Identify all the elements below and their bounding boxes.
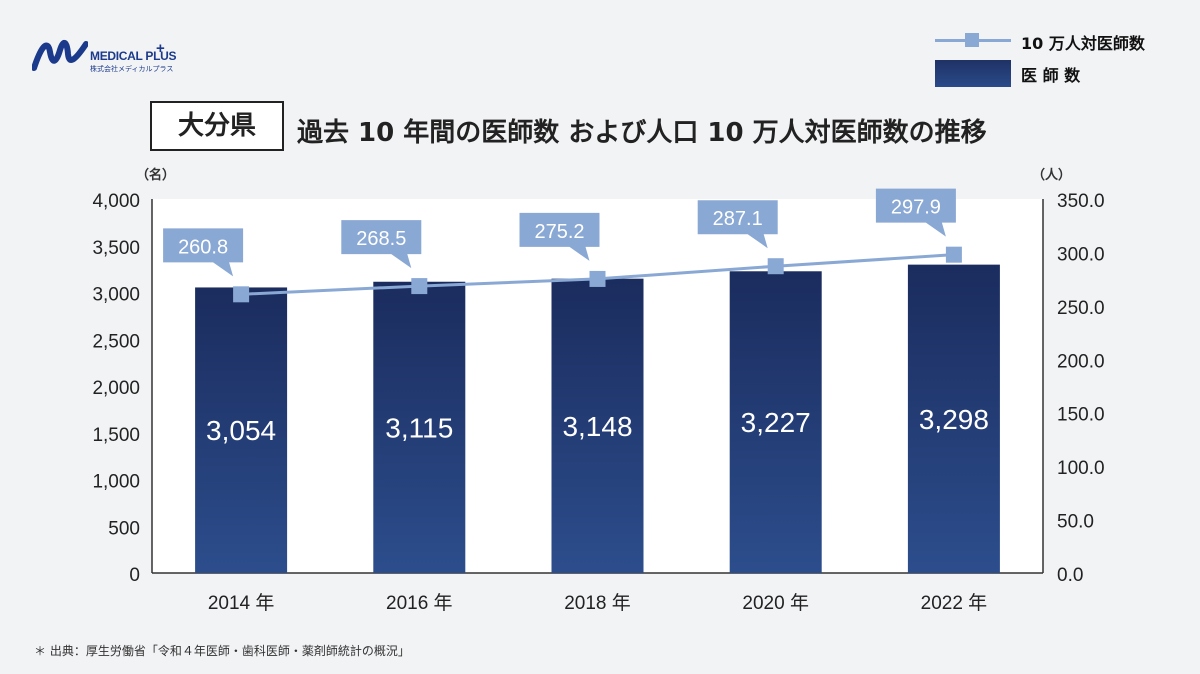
- line-value-label: 275.2: [534, 221, 584, 243]
- x-tick-label: 2014 年: [208, 592, 275, 614]
- line-point: [767, 258, 784, 275]
- bar-value-label: 3,148: [562, 411, 632, 442]
- logo-plus-mark: +: [156, 40, 165, 57]
- line-value-callout: [341, 220, 422, 269]
- line-point: [233, 286, 250, 303]
- x-tick-label: 2016 年: [386, 592, 453, 614]
- left-tick-label: 1,500: [92, 425, 140, 446]
- line-value-label: 268.5: [356, 228, 406, 250]
- line-value-callout: [163, 228, 244, 277]
- right-tick-label: 300.0: [1057, 244, 1105, 265]
- company-logo: MEDICAL PLUS + 株式会社メディカルプラス: [32, 34, 182, 78]
- line-value-label: 260.8: [178, 236, 228, 258]
- logo-company-name: 株式会社メディカルプラス: [90, 65, 174, 73]
- bar-value-label: 3,227: [741, 407, 811, 438]
- line-value-callout: [875, 188, 956, 237]
- legend-bar-label: 医 師 数: [1021, 66, 1081, 85]
- right-tick-label: 150.0: [1057, 405, 1105, 426]
- left-tick-label: 1,000: [92, 472, 140, 493]
- line-value-callout: [697, 200, 778, 249]
- x-tick-label: 2020 年: [742, 592, 809, 614]
- left-tick-label: 4,000: [92, 191, 140, 212]
- bar-2020: [729, 271, 822, 573]
- medical-plus-logo-icon: [32, 40, 88, 71]
- left-tick-label: 2,500: [92, 331, 140, 352]
- right-tick-label: 50.0: [1057, 512, 1094, 533]
- bar-value-label: 3,054: [206, 415, 276, 446]
- source-note: ＊ 出典：厚生労働省「令和４年医師・歯科医師・薬剤師統計の概況」: [34, 644, 410, 658]
- bar-value-label: 3,115: [385, 412, 453, 443]
- bar-2014: [195, 287, 288, 573]
- left-tick-label: 3,000: [92, 285, 140, 306]
- right-axis-unit: （人）: [1032, 168, 1072, 183]
- line-point: [945, 246, 962, 263]
- right-tick-label: 100.0: [1057, 458, 1105, 479]
- legend-line-swatch: [935, 33, 1011, 47]
- bar-2016: [373, 281, 466, 573]
- right-tick-label: 250.0: [1057, 298, 1105, 319]
- left-tick-label: 500: [108, 518, 140, 539]
- line-value-label: 287.1: [713, 208, 763, 230]
- bar-2018: [551, 278, 644, 573]
- x-tick-label: 2018 年: [564, 592, 631, 614]
- legend-bar-swatch: [935, 60, 1011, 87]
- line-value-callout: [519, 212, 600, 261]
- chart-title: 過去 10 年間の医師数 および人口 10 万人対医師数の推移: [297, 118, 987, 148]
- legend-line-label: 10 万人対医師数: [1021, 34, 1145, 53]
- line-point: [411, 278, 428, 295]
- line-point: [589, 270, 606, 287]
- right-tick-label: 350.0: [1057, 191, 1105, 212]
- left-tick-label: 0: [129, 565, 140, 586]
- bar-2022: [907, 264, 1000, 573]
- line-value-label: 297.9: [891, 197, 941, 219]
- x-tick-label: 2022 年: [921, 592, 988, 614]
- bar-value-label: 3,298: [919, 404, 989, 435]
- right-tick-label: 0.0: [1057, 565, 1083, 586]
- left-tick-label: 3,500: [92, 238, 140, 259]
- right-tick-label: 200.0: [1057, 351, 1105, 372]
- logo-brand-text: MEDICAL PLUS: [90, 49, 177, 63]
- left-axis-unit: （名）: [136, 168, 176, 183]
- left-tick-label: 2,000: [92, 378, 140, 399]
- region-title: 大分県: [150, 101, 284, 151]
